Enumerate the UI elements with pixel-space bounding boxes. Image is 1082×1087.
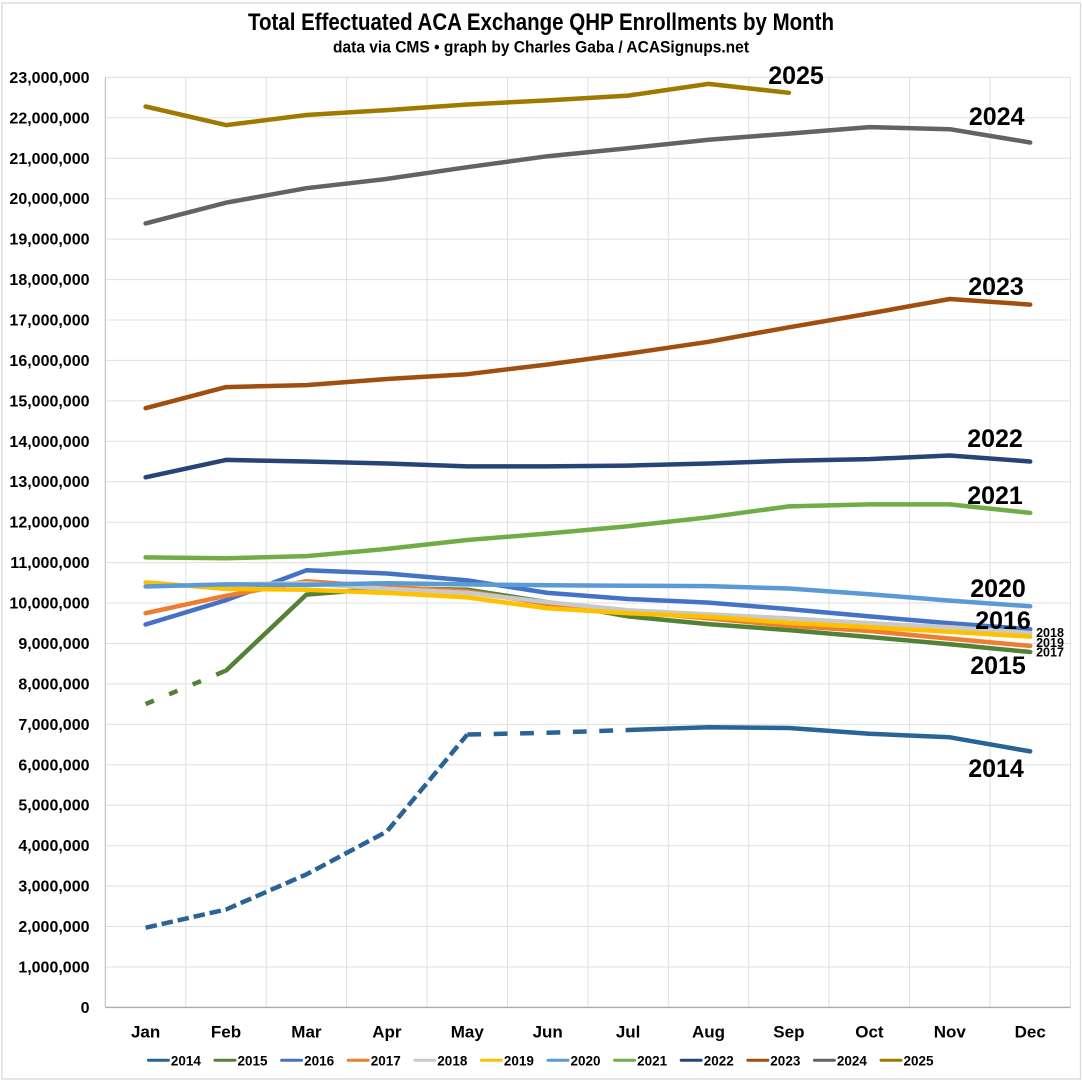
svg-text:Sep: Sep bbox=[773, 1023, 804, 1042]
svg-text:2015: 2015 bbox=[970, 652, 1026, 680]
svg-text:2,000,000: 2,000,000 bbox=[18, 919, 89, 936]
svg-text:11,000,000: 11,000,000 bbox=[10, 555, 89, 572]
svg-text:17,000,000: 17,000,000 bbox=[9, 313, 89, 330]
svg-text:2024: 2024 bbox=[837, 1054, 868, 1069]
svg-text:2023: 2023 bbox=[968, 273, 1024, 301]
svg-text:Dec: Dec bbox=[1015, 1023, 1046, 1042]
svg-text:Oct: Oct bbox=[855, 1023, 884, 1042]
svg-text:Apr: Apr bbox=[372, 1023, 402, 1042]
svg-text:2020: 2020 bbox=[571, 1054, 601, 1069]
svg-text:Feb: Feb bbox=[211, 1023, 241, 1042]
svg-text:21,000,000: 21,000,000 bbox=[9, 151, 89, 168]
svg-text:2017: 2017 bbox=[1036, 646, 1064, 660]
svg-text:2022: 2022 bbox=[704, 1054, 734, 1069]
svg-text:2021: 2021 bbox=[967, 482, 1023, 510]
svg-text:4,000,000: 4,000,000 bbox=[18, 838, 89, 855]
svg-text:2025: 2025 bbox=[904, 1054, 935, 1069]
svg-text:20,000,000: 20,000,000 bbox=[9, 191, 89, 208]
svg-text:5,000,000: 5,000,000 bbox=[18, 798, 89, 815]
svg-text:2020: 2020 bbox=[970, 575, 1026, 603]
svg-text:0: 0 bbox=[81, 1000, 90, 1017]
svg-text:2022: 2022 bbox=[967, 425, 1023, 453]
svg-text:Mar: Mar bbox=[291, 1023, 322, 1042]
svg-text:10,000,000: 10,000,000 bbox=[9, 596, 89, 613]
svg-text:2021: 2021 bbox=[637, 1054, 668, 1069]
svg-text:data via CMS • graph by Charle: data via CMS • graph by Charles Gaba / A… bbox=[333, 38, 749, 57]
svg-text:13,000,000: 13,000,000 bbox=[9, 474, 89, 491]
svg-text:Nov: Nov bbox=[934, 1023, 967, 1042]
svg-text:2016: 2016 bbox=[304, 1054, 335, 1069]
svg-text:12,000,000: 12,000,000 bbox=[9, 515, 89, 532]
svg-text:9,000,000: 9,000,000 bbox=[18, 636, 89, 653]
svg-text:Jul: Jul bbox=[616, 1023, 641, 1042]
svg-text:2023: 2023 bbox=[770, 1054, 801, 1069]
svg-text:May: May bbox=[451, 1023, 485, 1042]
svg-text:2015: 2015 bbox=[238, 1054, 269, 1069]
svg-text:16,000,000: 16,000,000 bbox=[9, 353, 89, 370]
svg-text:2019: 2019 bbox=[504, 1054, 534, 1069]
svg-text:3,000,000: 3,000,000 bbox=[18, 879, 89, 896]
svg-text:2014: 2014 bbox=[968, 755, 1024, 783]
svg-text:15,000,000: 15,000,000 bbox=[9, 393, 89, 410]
svg-text:6,000,000: 6,000,000 bbox=[18, 757, 89, 774]
svg-text:2025: 2025 bbox=[768, 62, 824, 90]
svg-text:7,000,000: 7,000,000 bbox=[18, 717, 89, 734]
svg-text:14,000,000: 14,000,000 bbox=[9, 434, 89, 451]
svg-text:Aug: Aug bbox=[692, 1023, 725, 1042]
svg-text:19,000,000: 19,000,000 bbox=[9, 232, 89, 249]
svg-text:2024: 2024 bbox=[969, 103, 1025, 131]
svg-text:2017: 2017 bbox=[371, 1054, 401, 1069]
svg-text:2018: 2018 bbox=[1036, 626, 1064, 640]
svg-text:2018: 2018 bbox=[437, 1054, 468, 1069]
svg-text:Total Effectuated ACA Exchange: Total Effectuated ACA Exchange QHP Enrol… bbox=[248, 9, 834, 36]
svg-text:23,000,000: 23,000,000 bbox=[9, 70, 89, 87]
svg-text:2016: 2016 bbox=[975, 607, 1031, 635]
svg-text:22,000,000: 22,000,000 bbox=[9, 110, 89, 127]
svg-text:Jun: Jun bbox=[533, 1023, 563, 1042]
svg-text:18,000,000: 18,000,000 bbox=[9, 272, 89, 289]
svg-text:8,000,000: 8,000,000 bbox=[18, 676, 89, 693]
svg-text:Jan: Jan bbox=[131, 1023, 160, 1042]
svg-text:1,000,000: 1,000,000 bbox=[18, 960, 89, 977]
svg-text:2014: 2014 bbox=[171, 1054, 202, 1069]
svg-text:2019: 2019 bbox=[1036, 636, 1064, 650]
